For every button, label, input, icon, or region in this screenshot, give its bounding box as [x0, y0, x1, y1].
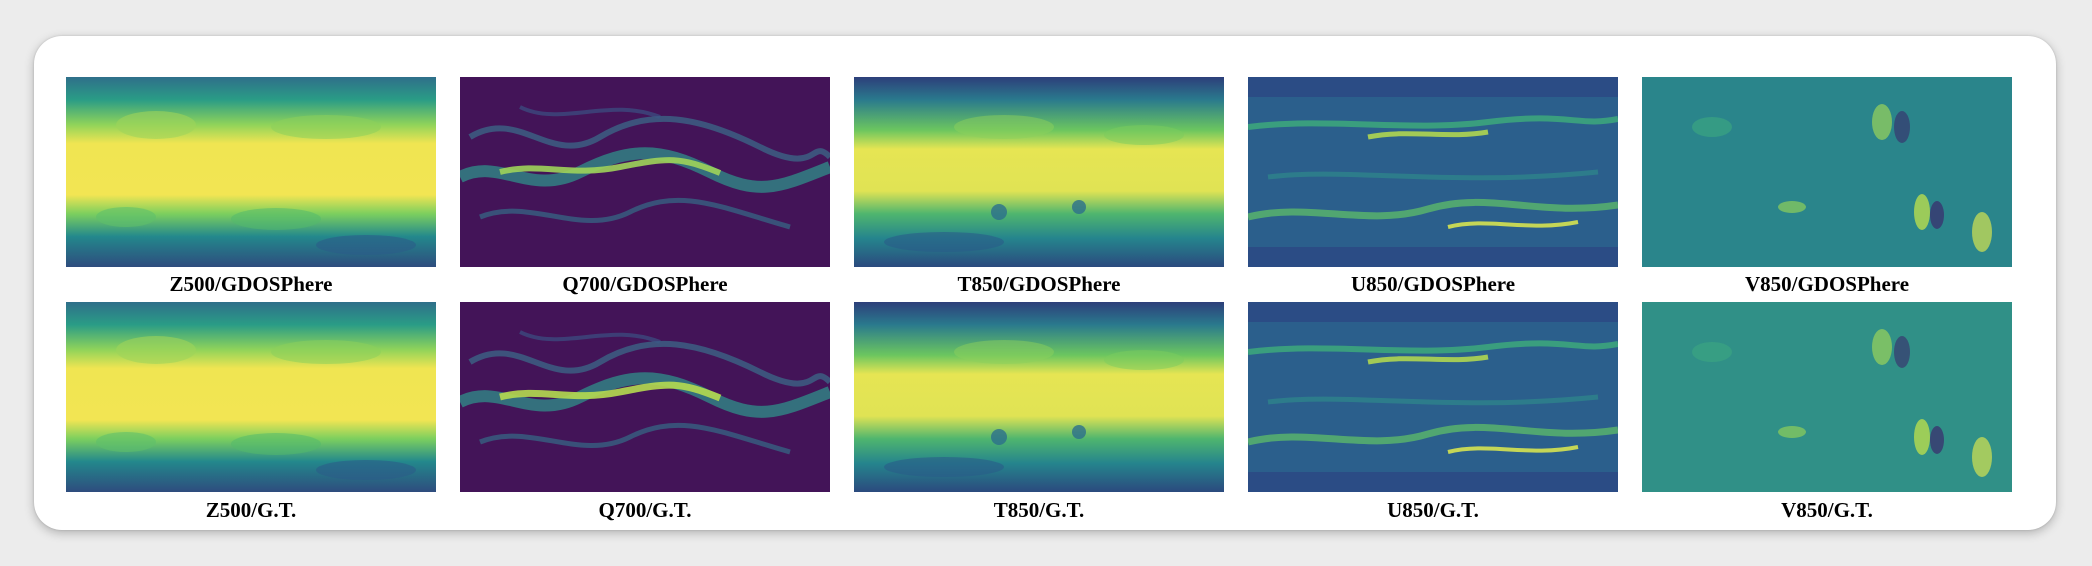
t850-field-image — [854, 77, 1224, 267]
caption-u850-gt: U850/G.T. — [1387, 498, 1479, 522]
map-u850-gdosphere — [1248, 77, 1618, 267]
map-t850-gdosphere — [854, 77, 1224, 267]
q700-field-image — [460, 77, 830, 267]
map-t850-gt — [854, 302, 1224, 492]
q700-field-image — [460, 302, 830, 492]
v850-field-image — [1642, 302, 2012, 492]
caption-v850-gt: V850/G.T. — [1781, 498, 1873, 522]
z500-field-image — [66, 77, 436, 267]
caption-t850-gt: T850/G.T. — [993, 498, 1085, 522]
caption-q700-gt: Q700/G.T. — [598, 498, 692, 522]
u850-field-image — [1248, 77, 1618, 267]
caption-u850-gdosphere: U850/GDOSPhere — [1350, 272, 1516, 296]
map-q700-gdosphere — [460, 77, 830, 267]
z500-field-image — [66, 302, 436, 492]
map-z500-gdosphere — [66, 77, 436, 267]
map-z500-gt — [66, 302, 436, 492]
map-u850-gt — [1248, 302, 1618, 492]
v850-field-image — [1642, 77, 2012, 267]
map-v850-gt — [1642, 302, 2012, 492]
u850-field-image — [1248, 302, 1618, 492]
caption-q700-gdosphere: Q700/GDOSPhere — [562, 272, 728, 296]
map-q700-gt — [460, 302, 830, 492]
map-v850-gdosphere — [1642, 77, 2012, 267]
caption-v850-gdosphere: V850/GDOSPhere — [1744, 272, 1910, 296]
caption-z500-gt: Z500/G.T. — [205, 498, 297, 522]
caption-t850-gdosphere: T850/GDOSPhere — [957, 272, 1121, 296]
figure-card: Z500/GDOSPhere Q700/GDOSPhere — [34, 36, 2056, 530]
t850-field-image — [854, 302, 1224, 492]
caption-z500-gdosphere: Z500/GDOSPhere — [169, 272, 333, 296]
